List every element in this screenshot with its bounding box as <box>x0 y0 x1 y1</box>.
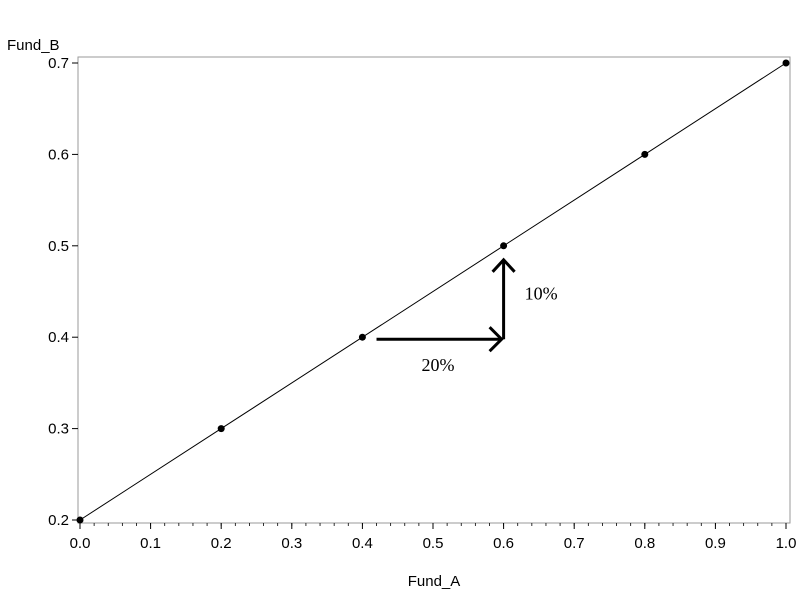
annotation-label-10pct: 10% <box>525 284 558 304</box>
y-axis-ticks: 0.2 0.3 0.4 0.5 0.6 0.7 <box>48 55 78 529</box>
y-tick-label: 0.2 <box>48 512 69 529</box>
y-axis-title: Fund_B <box>7 37 60 54</box>
x-tick-label: 0.6 <box>493 535 514 552</box>
x-tick-label: 0.9 <box>705 535 726 552</box>
x-tick-label: 0.5 <box>423 535 444 552</box>
y-tick-label: 0.5 <box>48 238 69 255</box>
annotation-label-20pct: 20% <box>422 355 455 375</box>
arrow-head-right <box>488 326 504 353</box>
data-point <box>358 333 366 341</box>
x-tick-label: 0.7 <box>564 535 585 552</box>
x-tick-label: 1.0 <box>776 535 797 552</box>
y-tick-label: 0.3 <box>48 421 69 438</box>
data-point <box>782 59 790 67</box>
y-tick-label: 0.6 <box>48 146 69 163</box>
x-axis-ticks: 0.0 0.1 0.2 0.3 0.4 0.5 0.6 0.7 0.8 0.9 1.0 <box>70 523 797 552</box>
x-tick-label: 0.1 <box>140 535 161 552</box>
plot-frame <box>77 56 791 524</box>
series-line <box>79 62 787 521</box>
data-point <box>76 516 84 524</box>
y-tick-label: 0.4 <box>48 329 69 346</box>
x-tick-label: 0.0 <box>70 535 91 552</box>
series-layer <box>76 59 790 524</box>
data-point <box>641 150 649 158</box>
x-tick-label: 0.8 <box>634 535 655 552</box>
x-tick-label: 0.3 <box>281 535 302 552</box>
annotations-layer: 20% 10% <box>376 257 558 375</box>
x-tick-label: 0.4 <box>352 535 373 552</box>
data-point <box>217 425 225 433</box>
x-axis-title: Fund_A <box>408 573 461 590</box>
data-point <box>500 242 508 250</box>
x-tick-label: 0.2 <box>211 535 232 552</box>
arrow-head-up <box>491 257 516 273</box>
y-tick-label: 0.7 <box>48 55 69 72</box>
